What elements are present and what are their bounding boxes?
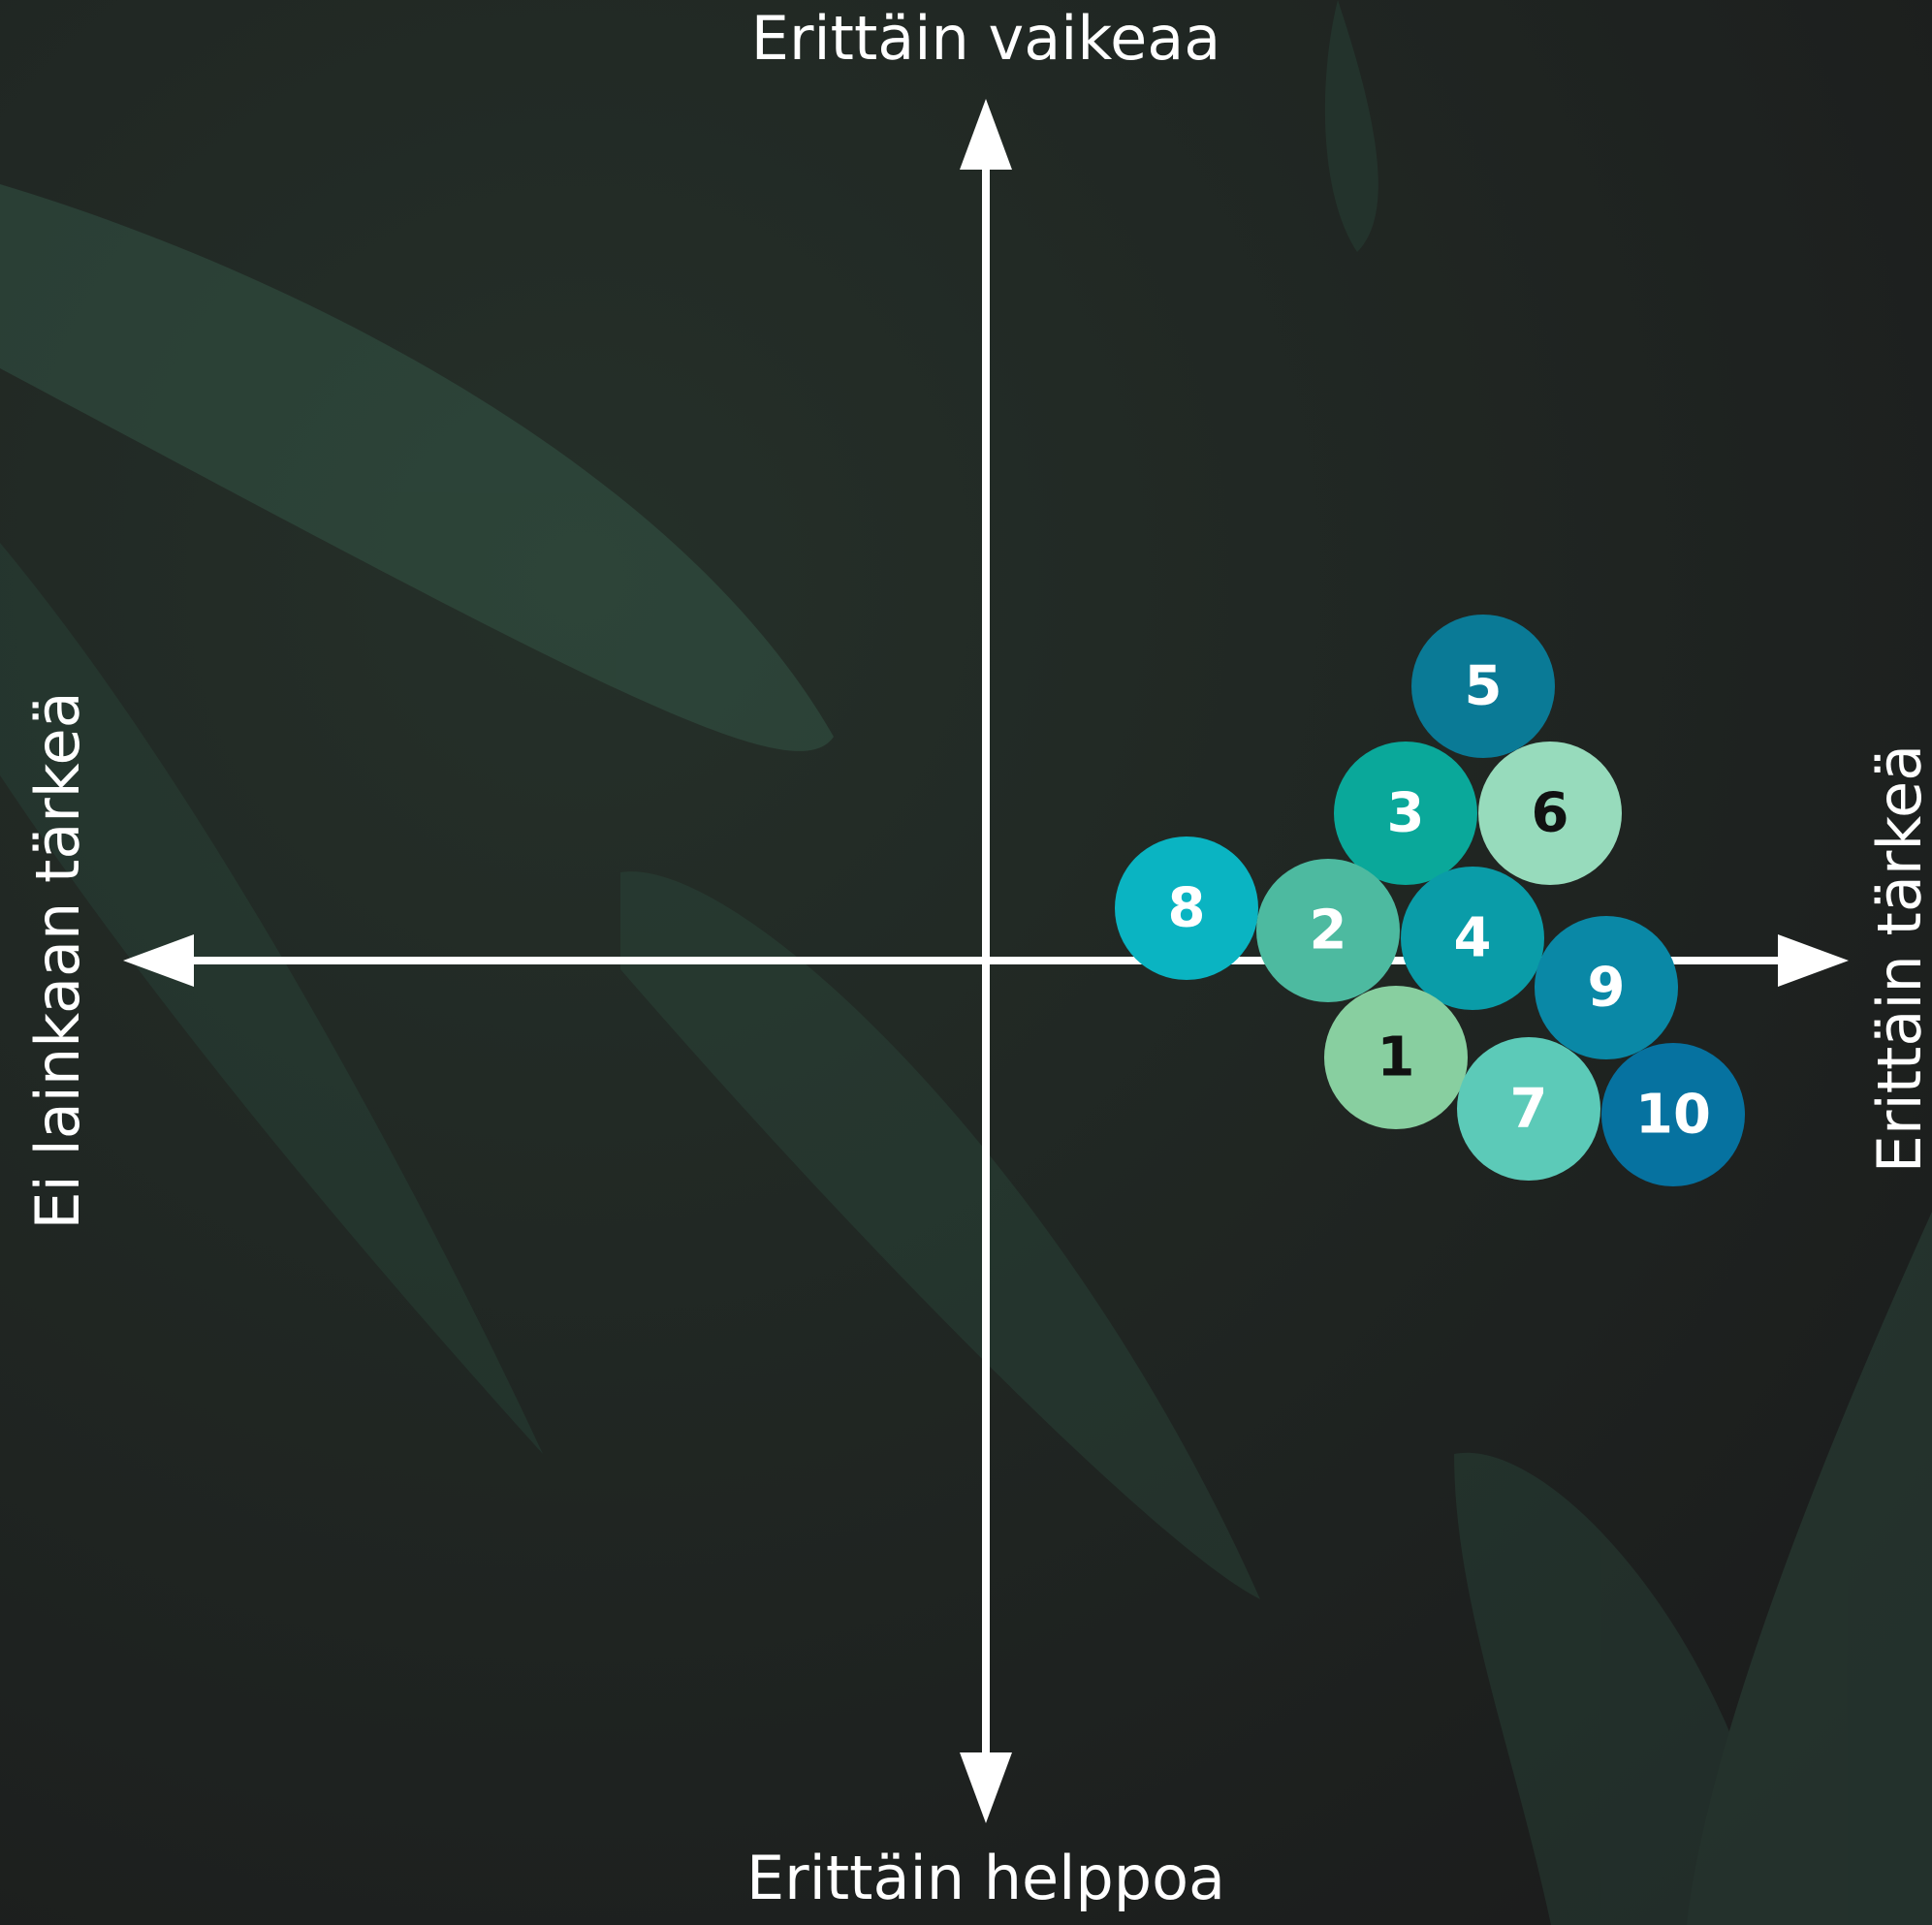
node-circle — [1256, 859, 1400, 1002]
node-circle — [1401, 867, 1544, 1010]
node-label: 2 — [1310, 899, 1347, 962]
node-circle — [1324, 986, 1468, 1129]
node-label: 1 — [1378, 1026, 1415, 1089]
node-label: 5 — [1465, 655, 1503, 718]
arrow-head — [960, 99, 1012, 170]
node: 4 — [1401, 867, 1544, 1010]
nodes: 5 3 6 8 2 4 9 1 7 10 — [1115, 615, 1745, 1186]
arrow-head — [123, 934, 194, 987]
node: 8 — [1115, 836, 1258, 980]
axis-label-right: Erittäin tärkeä — [1864, 744, 1932, 1173]
node: 7 — [1457, 1037, 1600, 1181]
node: 2 — [1256, 859, 1400, 1002]
node: 1 — [1324, 986, 1468, 1129]
node-label: 7 — [1510, 1078, 1548, 1141]
node: 10 — [1601, 1043, 1745, 1186]
node-label: 4 — [1454, 907, 1492, 970]
axis-label-bottom: Erittäin helppoa — [746, 1843, 1225, 1913]
arrow-head — [1778, 934, 1849, 987]
node-label: 10 — [1635, 1084, 1711, 1147]
node-label: 8 — [1168, 877, 1206, 940]
axis-label-top: Erittäin vaikeaa — [751, 3, 1220, 74]
node: 3 — [1334, 742, 1477, 885]
node: 9 — [1535, 916, 1678, 1059]
node-circle — [1115, 836, 1258, 980]
node-label: 3 — [1387, 782, 1425, 845]
node-circle — [1411, 615, 1555, 758]
node-circle — [1334, 742, 1477, 885]
node-circle — [1457, 1037, 1600, 1181]
arrow-head — [960, 1752, 1012, 1823]
node-circle — [1601, 1043, 1745, 1186]
node-label: 6 — [1532, 782, 1569, 845]
node: 5 — [1411, 615, 1555, 758]
node-circle — [1478, 742, 1622, 885]
node-label: 9 — [1588, 957, 1626, 1020]
axis-label-left: Ei lainkaan tärkeä — [22, 691, 93, 1229]
node-circle — [1535, 916, 1678, 1059]
node: 6 — [1478, 742, 1622, 885]
